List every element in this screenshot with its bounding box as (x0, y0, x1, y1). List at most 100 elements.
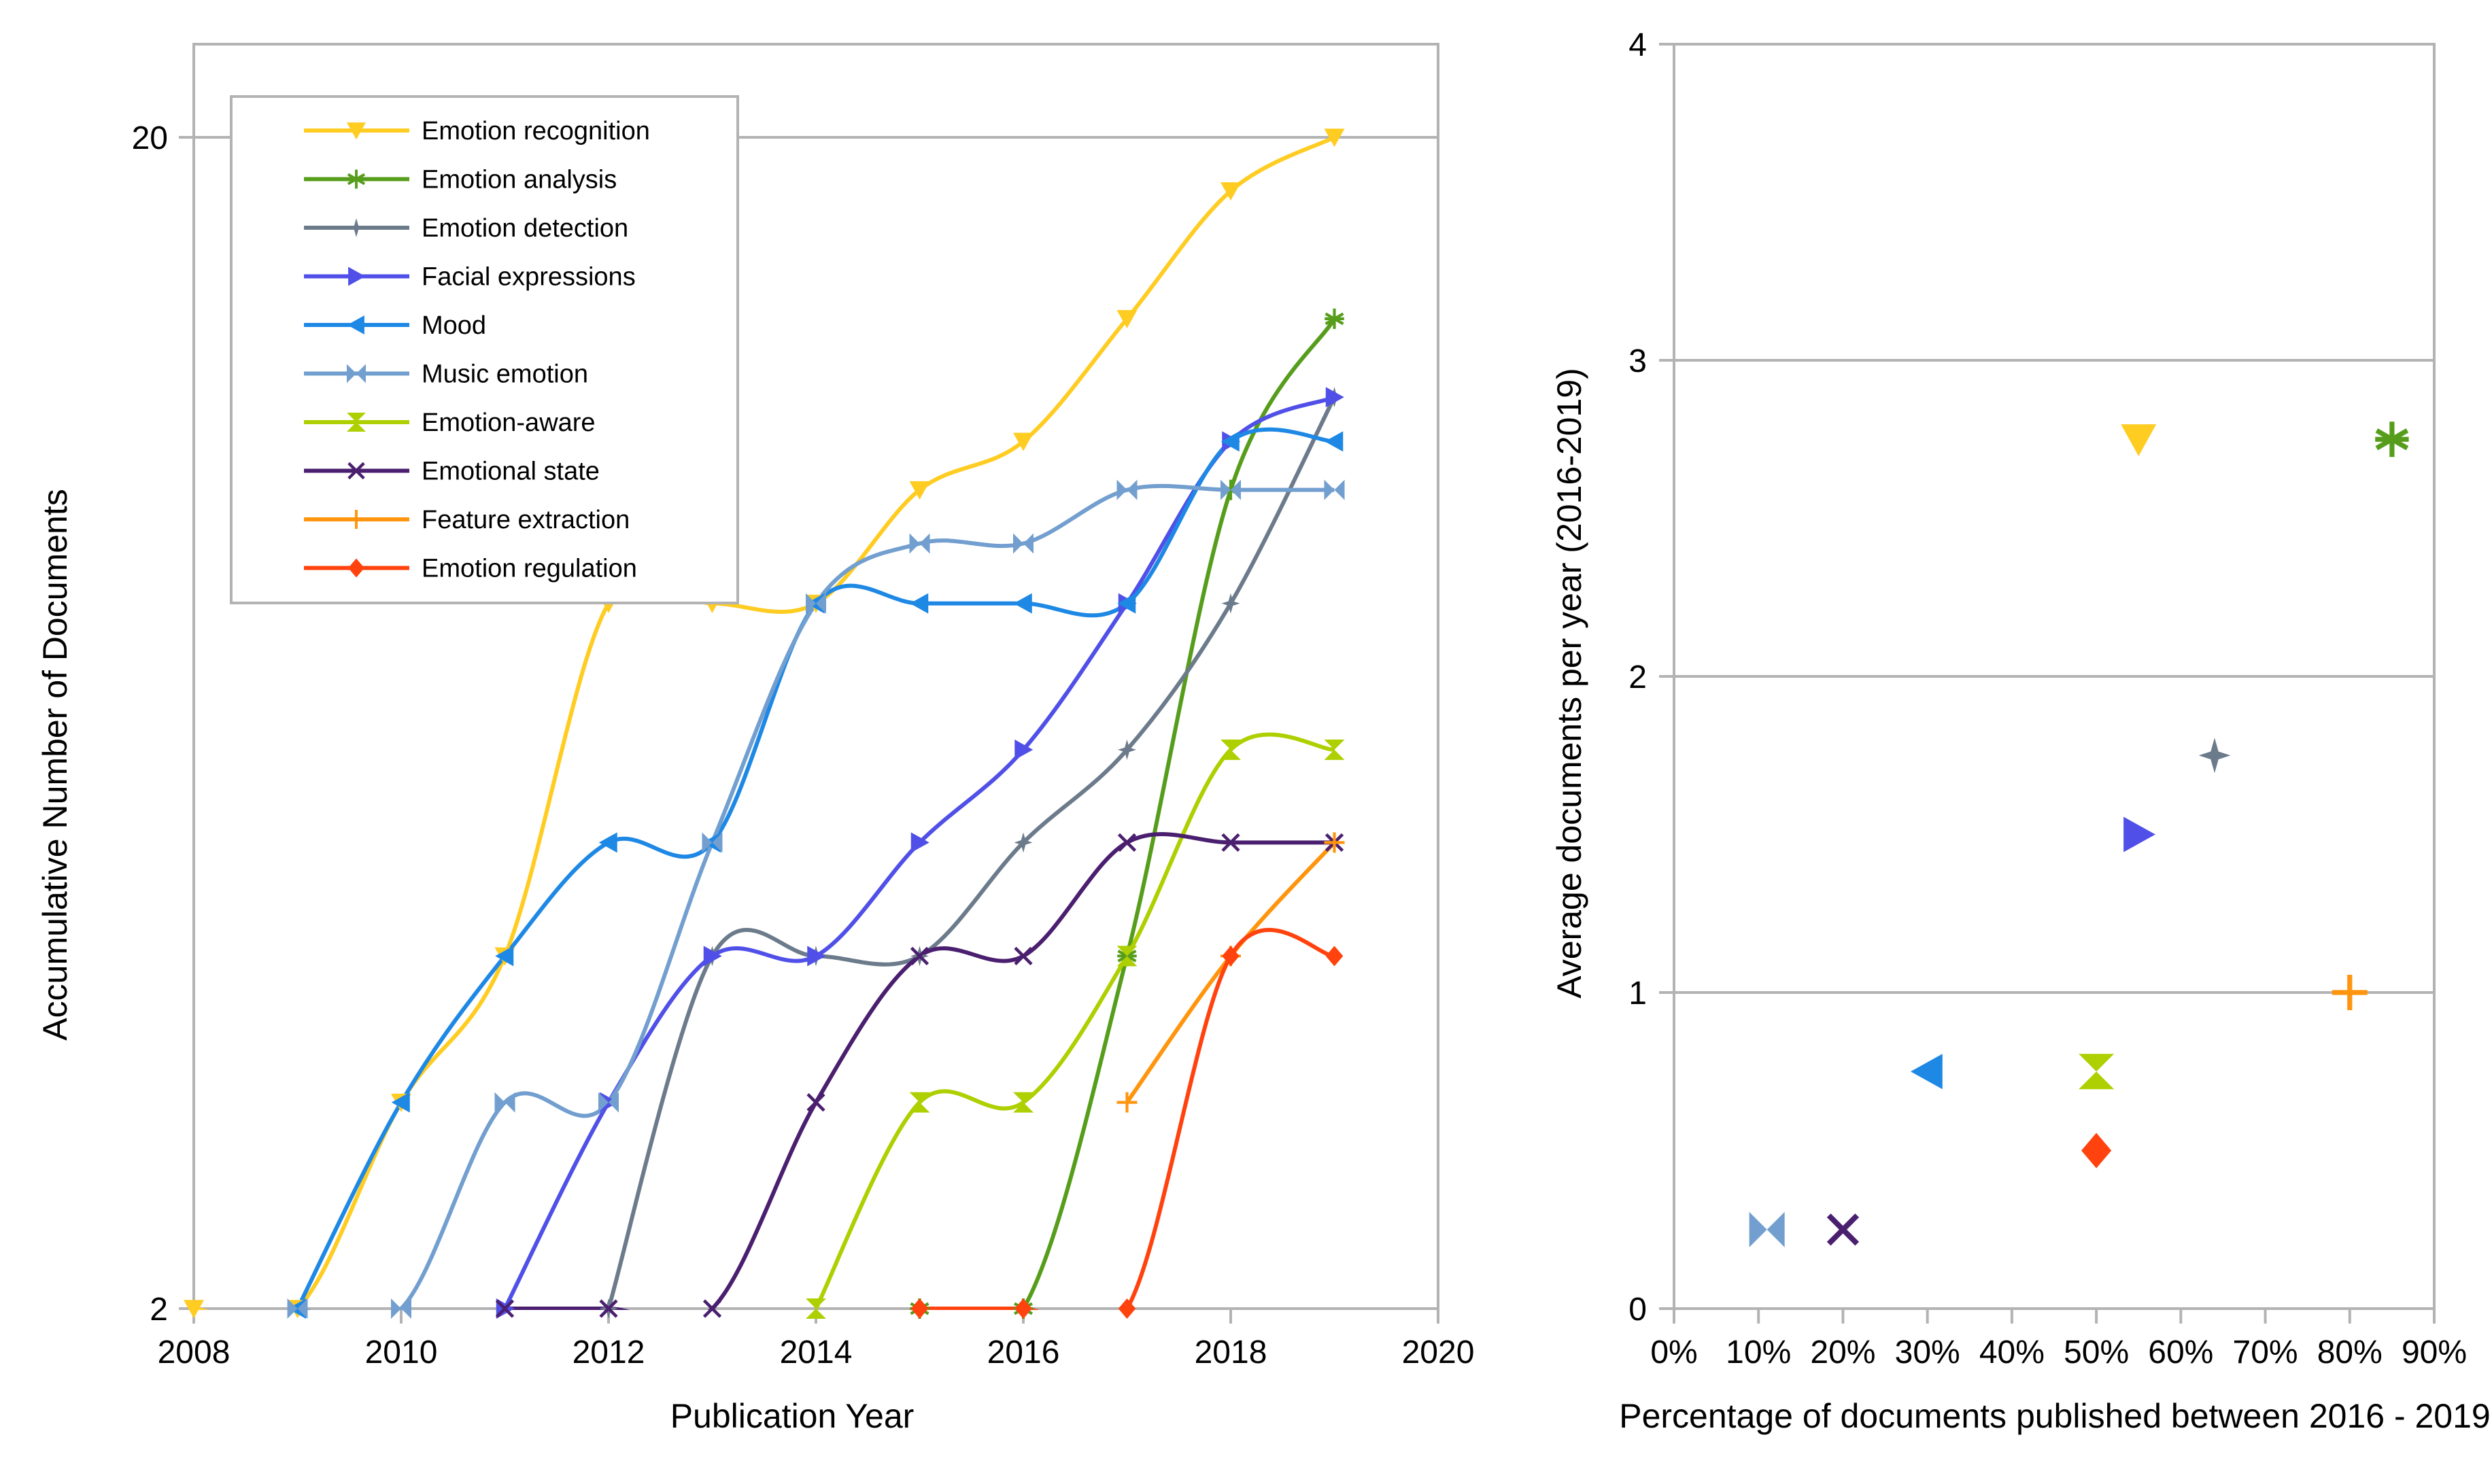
left-x-tick-label: 2016 (987, 1334, 1060, 1370)
legend-label: Emotion detection (422, 214, 628, 243)
left-x-tick-label: 2018 (1195, 1334, 1267, 1370)
data-point-emotional-state (1117, 833, 1137, 852)
data-point-music-emotion (1324, 479, 1345, 500)
right-x-tick-label: 0% (1650, 1334, 1697, 1370)
right-x-tick-label: 60% (2148, 1334, 2213, 1370)
data-point-emotion-recognition (1221, 182, 1241, 201)
series-line-emotion-regulation (919, 928, 1335, 1310)
right-y-tick-label: 1 (1628, 976, 1647, 1012)
legend-marker (347, 122, 366, 140)
legend: Emotion recognition Emotion analysis Emoti… (230, 95, 739, 604)
data-point-facial-expressions (910, 832, 929, 853)
scatter-point-emotion-aware (2079, 1054, 2115, 1090)
data-point-emotional-state (1014, 946, 1033, 965)
data-point-mood (598, 832, 617, 853)
legend-marker (347, 364, 366, 383)
scatter-point-emotion-recognition (2121, 424, 2157, 456)
right-x-tick-label: 80% (2317, 1334, 2383, 1370)
data-point-music-emotion (391, 1298, 411, 1319)
legend-marker (347, 315, 364, 334)
data-point-mood (391, 1092, 410, 1113)
legend-marker (348, 558, 364, 578)
data-point-feature-extraction (1116, 1092, 1138, 1113)
left-x-tick-label: 2012 (573, 1334, 645, 1370)
right-x-axis-title: Percentage of documents published betwee… (1619, 1397, 2490, 1435)
data-point-emotion-aware (1324, 739, 1345, 760)
legend-label: Emotion regulation (422, 555, 637, 583)
legend-label: Facial expressions (422, 263, 636, 292)
data-point-facial-expressions (1325, 387, 1344, 408)
right-y-tick-label: 2 (1628, 659, 1647, 695)
left-y-tick-label: 20 (132, 120, 168, 156)
scatter-point-emotion-detection (2198, 738, 2231, 774)
data-point-mood (495, 946, 514, 967)
right-x-tick-label: 70% (2233, 1334, 2298, 1370)
right-y-axis-title: Average documents per year (2016-2019) (1550, 368, 1588, 998)
legend-marker (347, 510, 366, 529)
legend-marker (347, 169, 366, 189)
data-point-emotion-aware (1116, 946, 1138, 967)
legend-label: Emotion-aware (422, 409, 596, 437)
data-point-emotion-recognition (1324, 128, 1345, 148)
scatter-point-facial-expressions (2123, 816, 2155, 852)
scatter-point-emotion-analysis (2375, 421, 2409, 458)
series-line-emotion-analysis (919, 317, 1337, 1310)
legend-marker (347, 462, 365, 480)
data-point-music-emotion (598, 1092, 619, 1113)
data-point-emotion-regulation (910, 1298, 929, 1319)
legend-item-emotion-aware: Emotion-aware (304, 409, 596, 437)
series-line-feature-extraction (1125, 841, 1336, 1104)
data-point-emotion-detection (1014, 832, 1033, 853)
data-point-music-emotion (806, 593, 826, 614)
right-y-tick-label: 4 (1628, 27, 1647, 63)
left-y-tick-label: 2 (150, 1292, 168, 1328)
data-point-emotion-recognition (1116, 310, 1138, 329)
data-point-emotion-aware (1221, 739, 1241, 760)
legend-label: Emotion recognition (422, 117, 650, 145)
right-x-tick-label: 50% (2064, 1334, 2129, 1370)
left-x-tick-label: 2010 (365, 1334, 438, 1370)
data-point-emotion-regulation (1118, 1298, 1136, 1319)
data-point-emotion-regulation (1222, 946, 1240, 967)
scatter-point-mood (1910, 1054, 1943, 1090)
legend-item-facial-expressions: Facial expressions (304, 263, 636, 292)
data-point-emotional-state (702, 1299, 722, 1318)
legend-item-feature-extraction: Feature extraction (304, 506, 630, 534)
data-point-emotion-recognition (1013, 432, 1034, 451)
data-point-emotional-state (806, 1092, 825, 1112)
scatter-point-emotion-regulation (2081, 1133, 2112, 1169)
data-point-mood (1221, 431, 1240, 452)
right-x-tick-label: 20% (1810, 1334, 1875, 1370)
data-point-mood (1117, 593, 1136, 614)
data-point-music-emotion (702, 832, 723, 853)
legend-item-emotional-state: Emotional state (304, 458, 600, 486)
data-point-facial-expressions (703, 946, 722, 967)
data-point-feature-extraction (1324, 832, 1345, 853)
left-x-axis-title: Publication Year (670, 1397, 915, 1435)
data-point-emotion-detection (1221, 593, 1240, 614)
right-x-tick-label: 40% (1979, 1334, 2045, 1370)
scatter-point-music-emotion (1749, 1211, 1785, 1247)
data-point-emotion-aware (1013, 1092, 1034, 1113)
left-x-tick-label: 2008 (158, 1334, 231, 1370)
data-point-mood (1013, 593, 1032, 614)
data-point-emotion-recognition (184, 1300, 204, 1319)
scatter-point-emotional-state (1826, 1213, 1860, 1246)
scatter-point-feature-extraction (2332, 975, 2368, 1010)
data-point-music-emotion (1013, 533, 1034, 554)
legend-item-emotion-analysis: Emotion analysis (304, 166, 617, 194)
legend-item-emotion-regulation: Emotion regulation (304, 555, 637, 583)
data-point-music-emotion (287, 1298, 308, 1319)
data-point-emotion-regulation (1014, 1298, 1032, 1319)
data-point-emotional-state (599, 1299, 618, 1318)
legend-label: Emotion analysis (422, 166, 617, 194)
series-line-emotion-aware (814, 732, 1335, 1310)
legend-marker (347, 413, 366, 432)
left-x-tick-label: 2020 (1402, 1334, 1475, 1370)
legend-label: Feature extraction (422, 506, 630, 534)
data-point-emotion-recognition (909, 481, 930, 500)
legend-label: Emotional state (422, 458, 600, 486)
left-y-axis-title: Accumulative Number of Documents (36, 489, 74, 1040)
data-point-facial-expressions (1014, 739, 1034, 760)
left-line-chart: 2008 2010 2012 2014 2016 2018 2020 2 20 Publica… (36, 43, 1475, 1435)
